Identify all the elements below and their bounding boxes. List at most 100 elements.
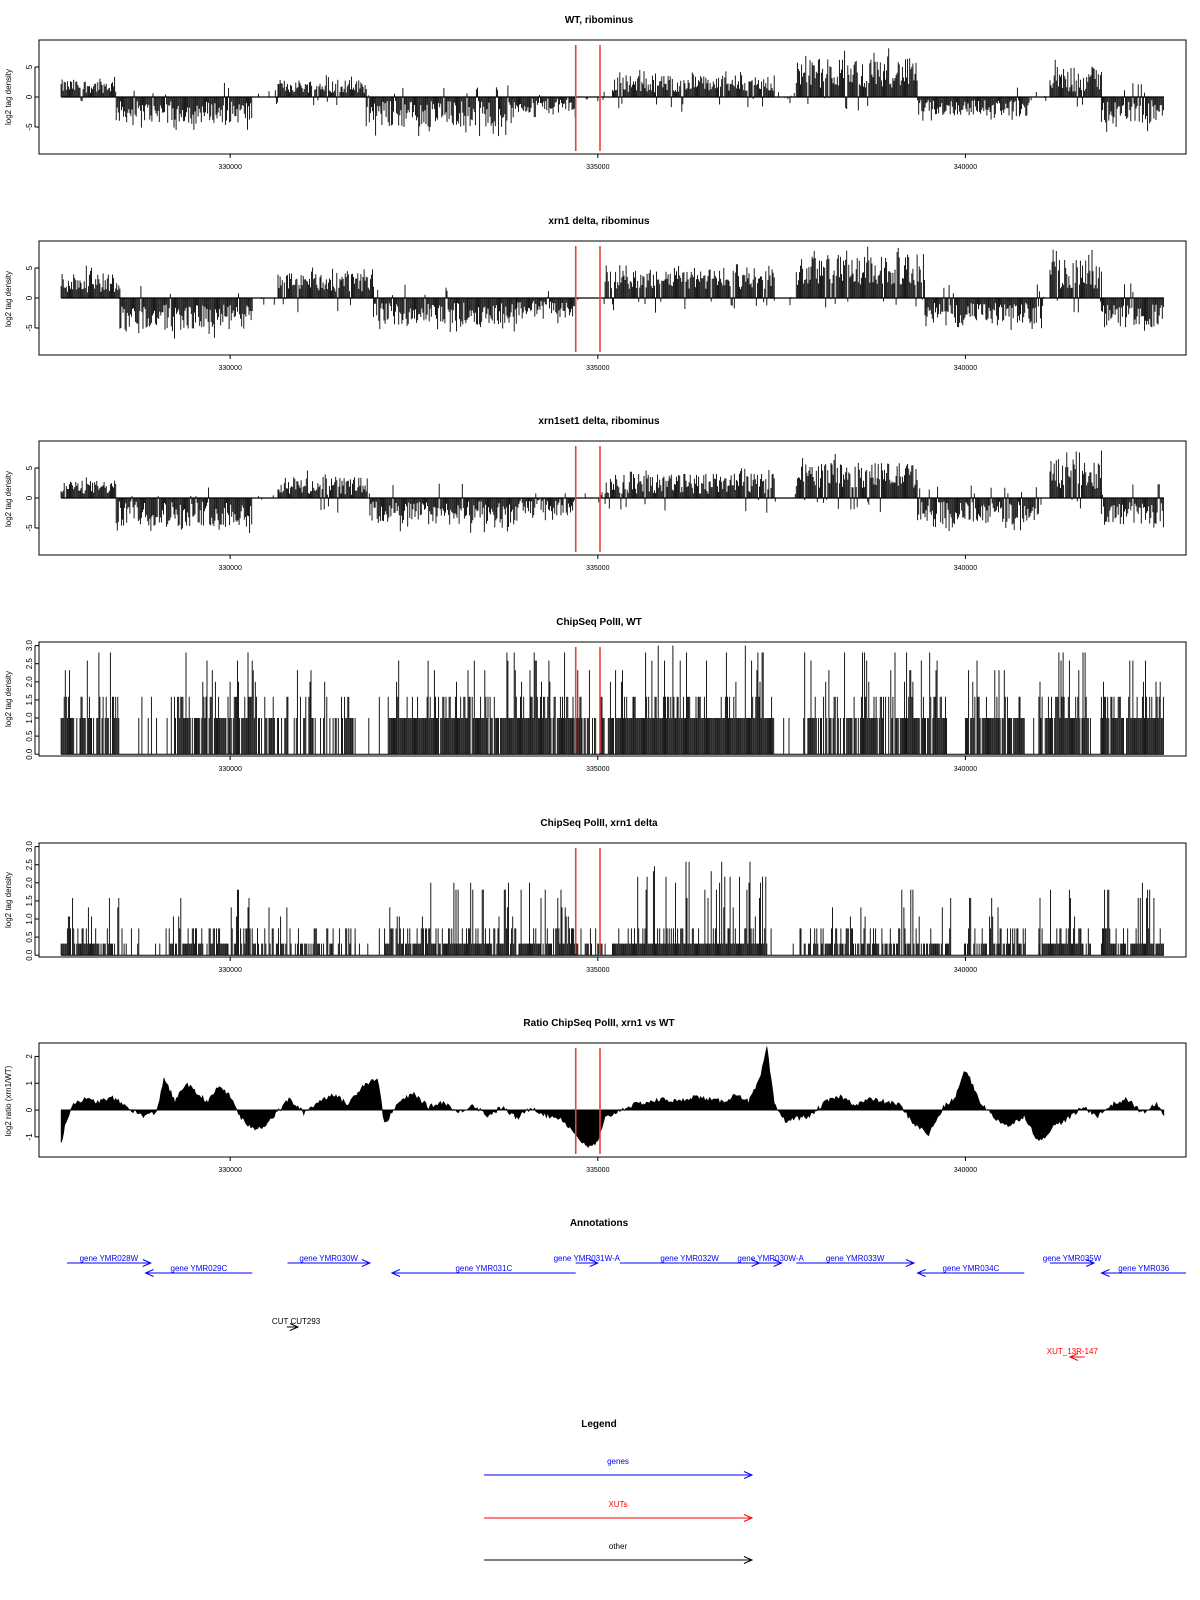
- panel-chipseq-polii-xrn1-delta: ChipSeq PolII, xrn1 delta log2 tag densi…: [4, 818, 1187, 974]
- y-axis: 0.0 0.5 1.0 1.5 2.0 2.5 3.0: [25, 841, 39, 961]
- x-tick-label: 335000: [586, 967, 609, 974]
- x-tick-label: 340000: [954, 967, 977, 974]
- y-tick-label: -5: [25, 324, 34, 332]
- panel-title: xrn1 delta, ribominus: [548, 216, 650, 227]
- gene-arrow: gene YMR029C: [144, 1264, 253, 1277]
- y-tick-label: 0.0: [25, 748, 34, 760]
- gene-label: gene YMR034C: [943, 1264, 1000, 1273]
- y-axis: -5 0 5: [25, 265, 39, 332]
- x-tick-label: 335000: [586, 164, 609, 171]
- y-tick-label: 0: [25, 295, 34, 300]
- y-tick-label: 0.0: [25, 949, 34, 961]
- plot-frame: [38, 842, 1187, 958]
- gene-arrow: gene YMR034C: [916, 1264, 1025, 1277]
- data-bars: [60, 861, 1164, 956]
- x-axis: 330000 335000 340000: [218, 957, 977, 974]
- data-bars: [60, 645, 1164, 755]
- gene-arrow: gene YMR031W-A: [554, 1254, 621, 1267]
- y-tick-label: 2.5: [25, 658, 34, 670]
- x-tick-label: 330000: [218, 365, 241, 372]
- data-bars: [60, 48, 1164, 137]
- x-tick-label: 335000: [586, 766, 609, 773]
- y-axis-label: log2 tag density: [4, 872, 13, 928]
- annotations-title: Annotations: [570, 1218, 629, 1229]
- gene-arrow: gene YMR030W: [287, 1254, 372, 1267]
- gene-arrow: gene YMR032W: [619, 1254, 761, 1267]
- x-tick-label: 330000: [218, 967, 241, 974]
- panel-chipseq-polii-wt: ChipSeq PolII, WT log2 tag density 0.0 0.…: [4, 617, 1187, 773]
- x-axis: 330000 335000 340000: [218, 756, 977, 773]
- y-tick-label: 0: [25, 495, 34, 500]
- x-axis: 330000 335000 340000: [218, 154, 977, 171]
- x-axis: 330000 335000 340000: [218, 1157, 977, 1174]
- x-tick-label: 330000: [218, 766, 241, 773]
- panel-title: xrn1set1 delta, ribominus: [538, 416, 660, 427]
- y-axis: 0.0 0.5 1.0 1.5 2.0 2.5 3.0: [25, 640, 39, 760]
- y-axis-label: log2 tag density: [4, 671, 13, 727]
- xut-label: XUT_13R-147: [1047, 1347, 1099, 1356]
- gene-label: gene YMR031W-A: [554, 1254, 621, 1263]
- panel-xrn1-delta-ribominus: xrn1 delta, ribominus log2 tag density -…: [4, 216, 1187, 372]
- y-tick-label: 1: [25, 1080, 34, 1085]
- panel-wt-ribominus: WT, ribominus log2 tag density -5 0 5 33000…: [4, 15, 1187, 171]
- gene-label: gene YMR029C: [171, 1264, 228, 1273]
- gene-arrow: gene YMR030W-A: [737, 1254, 804, 1267]
- arrow-head: [1068, 1353, 1079, 1361]
- y-tick-label: 0.5: [25, 730, 34, 742]
- gene-label: gene YMR033W: [826, 1254, 885, 1263]
- gene-label: gene YMR035W: [1043, 1254, 1102, 1263]
- x-tick-label: 335000: [586, 565, 609, 572]
- y-tick-label: 1.5: [25, 895, 34, 907]
- gene-arrow: gene YMR033W: [796, 1254, 916, 1267]
- y-tick-label: 5: [25, 265, 34, 270]
- y-tick-label: 1.5: [25, 694, 34, 706]
- legend-title: Legend: [581, 1419, 617, 1430]
- annotations-track: Annotations gene YMR028W gene YMR029C gene…: [66, 1218, 1186, 1361]
- gene-label: gene YMR028W: [80, 1254, 139, 1263]
- arrow-head: [1100, 1269, 1110, 1277]
- y-tick-label: 5: [25, 64, 34, 69]
- gene-arrow: gene YMR028W: [66, 1254, 153, 1267]
- data-bars: [60, 246, 1164, 339]
- plot-frame: [38, 641, 1187, 757]
- gene-arrow: gene YMR031C: [390, 1264, 576, 1277]
- legend-item: other: [484, 1542, 754, 1564]
- panel-title: Ratio ChipSeq PolII, xrn1 vs WT: [523, 1018, 674, 1029]
- panel-title: ChipSeq PolII, xrn1 delta: [540, 818, 658, 829]
- legend-item: genes: [484, 1457, 754, 1479]
- legend-label: other: [609, 1542, 628, 1551]
- x-tick-label: 335000: [586, 365, 609, 372]
- y-axis-label: log2 ratio (xrn1/WT): [4, 1065, 13, 1136]
- legend-item: XUTs: [484, 1500, 754, 1522]
- x-axis: 330000 335000 340000: [218, 355, 977, 372]
- panel-title: ChipSeq PolII, WT: [556, 617, 642, 628]
- y-tick-label: -1: [25, 1133, 34, 1141]
- legend: Legend genes XUTs other: [484, 1419, 754, 1564]
- gene-label: gene YMR030W: [299, 1254, 358, 1263]
- x-tick-label: 340000: [954, 766, 977, 773]
- y-tick-label: 1.0: [25, 913, 34, 925]
- y-axis-label: log2 tag density: [4, 69, 13, 125]
- x-tick-label: 330000: [218, 164, 241, 171]
- panel-title: WT, ribominus: [565, 15, 634, 26]
- arrow-head: [361, 1259, 372, 1267]
- y-tick-label: 3.0: [25, 841, 34, 853]
- arrow-head: [142, 1259, 153, 1267]
- x-tick-label: 335000: [586, 1167, 609, 1174]
- x-tick-label: 330000: [218, 565, 241, 572]
- arrow-head: [905, 1259, 916, 1267]
- cut-arrow: CUT CUT293: [272, 1317, 321, 1331]
- arrow-head: [773, 1259, 783, 1267]
- data-bars: [60, 1046, 1165, 1149]
- arrow-head: [589, 1259, 600, 1267]
- gene-label: gene YMR036: [1118, 1264, 1170, 1273]
- legend-label: genes: [607, 1457, 629, 1466]
- arrow-head: [144, 1269, 154, 1277]
- y-tick-label: 3.0: [25, 640, 34, 652]
- gene-arrow: gene YMR035W: [1043, 1254, 1102, 1267]
- y-axis-label: log2 tag density: [4, 471, 13, 527]
- y-tick-label: 2.5: [25, 859, 34, 871]
- gene-label: gene YMR032W: [660, 1254, 719, 1263]
- y-tick-label: -5: [25, 524, 34, 532]
